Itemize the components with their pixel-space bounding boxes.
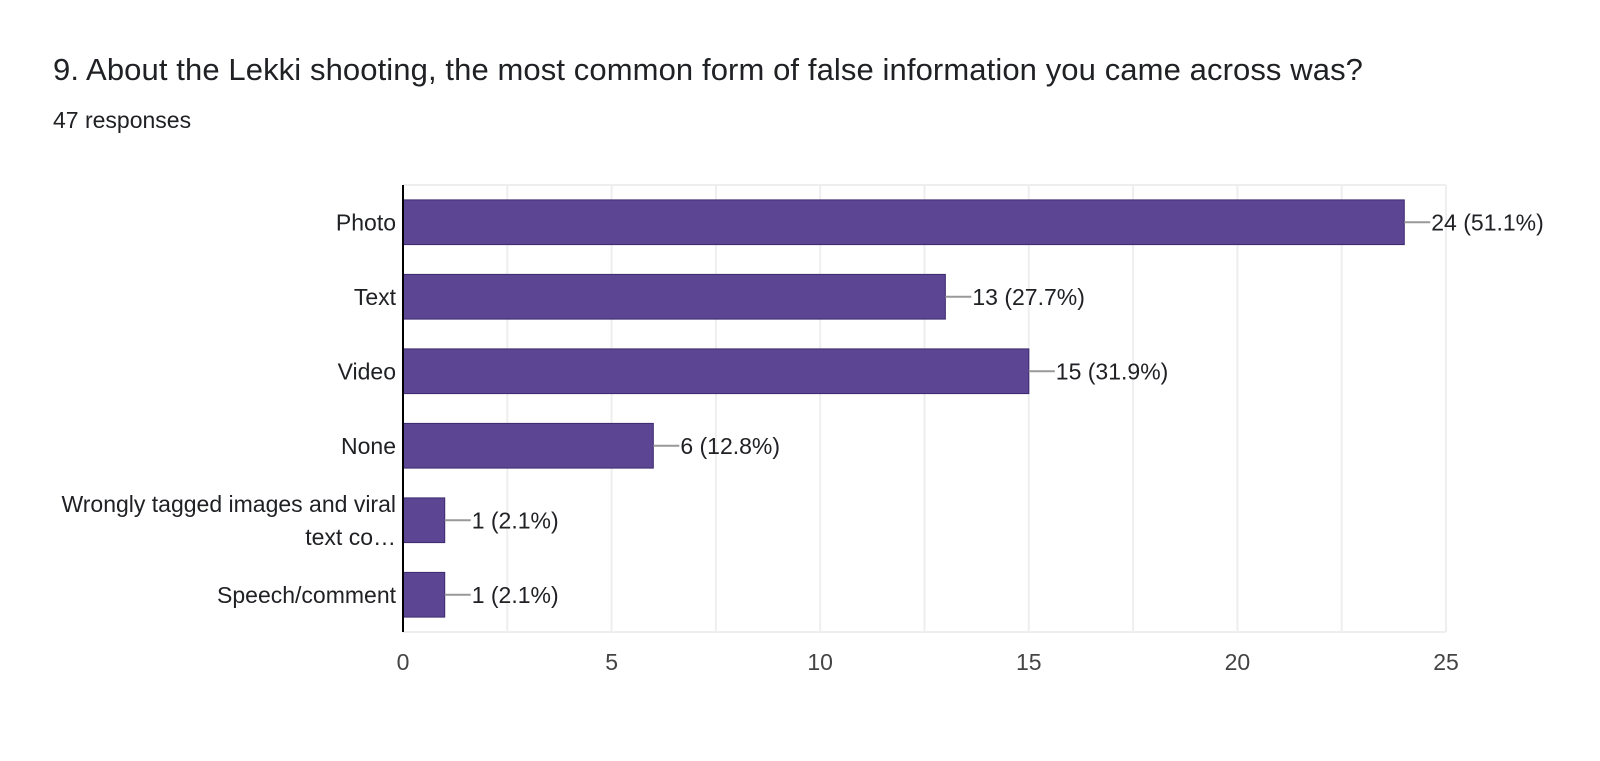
bar	[402, 571, 446, 618]
response-count: 47 responses	[53, 107, 192, 133]
x-tick-label: 10	[807, 649, 833, 675]
category-label: None	[341, 433, 396, 459]
x-tick-label: 25	[1433, 649, 1459, 675]
category-label: Speech/comment	[217, 582, 397, 608]
bar	[402, 199, 1405, 246]
bar	[402, 348, 1030, 395]
data-label: 15 (31.9%)	[1056, 358, 1169, 384]
category-label: text co…	[305, 524, 396, 550]
data-label: 6 (12.8%)	[680, 433, 780, 459]
question-title: 9. About the Lekki shooting, the most co…	[53, 52, 1364, 87]
data-label: 1 (2.1%)	[472, 582, 559, 608]
data-label: 1 (2.1%)	[472, 507, 559, 533]
bar	[402, 273, 946, 320]
category-label: Wrongly tagged images and viral	[61, 491, 396, 517]
category-label: Text	[354, 284, 397, 310]
data-label: 24 (51.1%)	[1431, 209, 1544, 235]
category-label: Photo	[336, 209, 396, 235]
data-label: 13 (27.7%)	[972, 284, 1085, 310]
x-tick-label: 0	[397, 649, 410, 675]
category-label: Video	[338, 358, 396, 384]
bar	[402, 497, 446, 544]
x-tick-label: 15	[1016, 649, 1042, 675]
bar	[402, 422, 654, 469]
x-tick-label: 5	[605, 649, 618, 675]
x-tick-label: 20	[1225, 649, 1251, 675]
